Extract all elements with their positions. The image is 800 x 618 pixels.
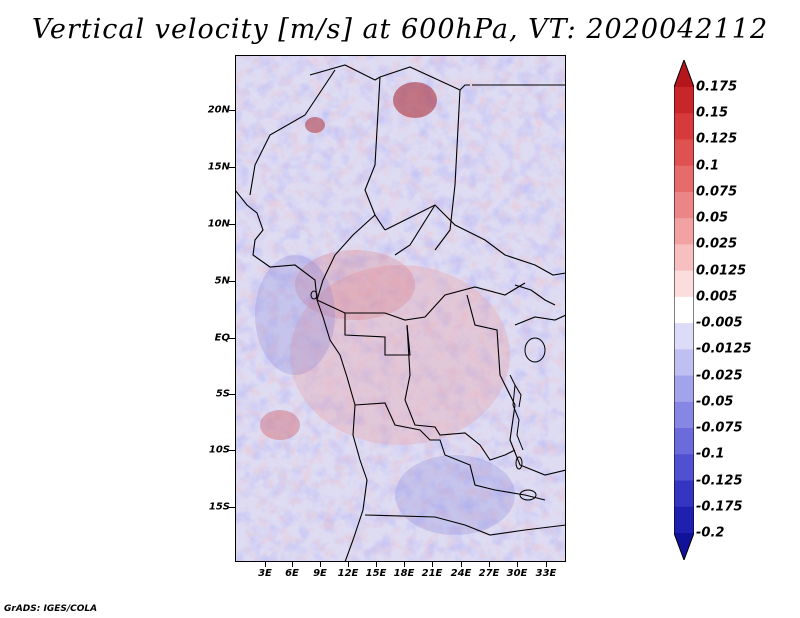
colorbar-swatch (674, 401, 694, 429)
ascent-texture (235, 55, 566, 562)
colorbar-label: 0.0125 (696, 263, 747, 279)
colorbar-swatch (674, 113, 694, 140)
colorbar-label: 0.075 (696, 184, 738, 200)
lon-label-3e: 3E (258, 568, 272, 579)
colorbar-swatch (674, 87, 694, 114)
lon-label-15e: 15E (365, 568, 387, 579)
lon-tick (489, 562, 490, 567)
lon-tick (265, 562, 266, 567)
map-field (235, 55, 566, 562)
lon-label-6e: 6E (285, 568, 299, 579)
colorbar-swatch (674, 60, 694, 87)
coastlines-borders (235, 64, 566, 562)
lat-label-10n: 10N (207, 218, 230, 230)
colorbar-label: 0.005 (696, 289, 738, 305)
colorbar (674, 60, 694, 560)
colorbar-label: 0.05 (696, 210, 729, 226)
lon-label-27e: 27E (478, 568, 500, 579)
lon-tick (546, 562, 547, 567)
colorbar-label: 0.1 (696, 158, 720, 174)
colorbar-swatch (674, 533, 694, 560)
lat-tick (229, 507, 235, 508)
lat-tick (229, 167, 235, 168)
colorbar-swatch (674, 506, 694, 534)
colorbar-label: 0.15 (696, 105, 729, 121)
colorbar-label: 0.175 (696, 79, 738, 95)
lon-label-21e: 21E (421, 568, 443, 579)
colorbar-swatch (674, 244, 694, 272)
lat-label-20n: 20N (207, 104, 230, 116)
lat-label-15n: 15N (207, 161, 230, 173)
colorbar-swatch (674, 165, 694, 193)
lon-tick (376, 562, 377, 567)
colorbar-swatch (674, 218, 694, 245)
colorbar-swatch (674, 349, 694, 377)
southern-subsidence (395, 455, 515, 535)
lon-label-12e: 12E (337, 568, 359, 579)
storm-cell-north (393, 82, 437, 118)
colorbar-label: 0.025 (696, 236, 738, 252)
lon-tick (517, 562, 518, 567)
storm-cell-northwest (305, 117, 325, 133)
colorbar-swatches (674, 60, 694, 560)
lon-tick (292, 562, 293, 567)
colorbar-label: -0.2 (696, 525, 725, 541)
lon-tick (461, 562, 462, 567)
lat-tick (229, 394, 235, 395)
lat-tick (229, 110, 235, 111)
colorbar-label: -0.005 (696, 315, 743, 331)
lat-label-5n: 5N (214, 275, 230, 287)
ocean-ascent-patch (260, 410, 300, 440)
colorbar-swatch (674, 454, 694, 482)
lat-tick (229, 281, 235, 282)
colorbar-label: -0.025 (696, 368, 743, 384)
lon-label-18e: 18E (393, 568, 415, 579)
colorbar-label: -0.1 (696, 446, 725, 462)
colorbar-label: -0.125 (696, 473, 743, 489)
colorbar-label: 0.125 (696, 131, 738, 147)
lon-tick (432, 562, 433, 567)
lat-label-15s: 15S (208, 501, 230, 513)
lat-tick (229, 224, 235, 225)
lon-tick (348, 562, 349, 567)
lat-tick (229, 338, 235, 339)
lon-tick (320, 562, 321, 567)
lakes (310, 290, 546, 501)
convective-region-cameroon (295, 250, 415, 320)
lon-label-9e: 9E (313, 568, 327, 579)
chart-title: Vertical velocity [m/s] at 600hPa, VT: 2… (31, 14, 769, 45)
lat-tick (229, 450, 235, 451)
colorbar-label: -0.05 (696, 394, 734, 410)
lat-label-5s: 5S (215, 388, 230, 400)
colorbar-swatch (674, 375, 694, 403)
lon-label-24e: 24E (450, 568, 472, 579)
colorbar-swatch (674, 296, 694, 324)
gulf-subsidence (255, 255, 335, 375)
colorbar-label: -0.0125 (696, 341, 752, 357)
lon-label-33e: 33E (535, 568, 557, 579)
colorbar-label: -0.075 (696, 420, 743, 436)
lon-label-30e: 30E (506, 568, 528, 579)
colorbar-swatch (674, 323, 694, 350)
lat-label-10s: 10S (208, 444, 230, 456)
vertical-velocity-map (235, 55, 566, 562)
colorbar-label: -0.175 (696, 499, 743, 515)
lat-label-eq: EQ (214, 332, 230, 344)
colorbar-swatch (674, 191, 694, 219)
colorbar-swatch (674, 480, 694, 508)
lon-tick (404, 562, 405, 567)
colorbar-swatch (674, 428, 694, 455)
grads-credit: GrADS: IGES/COLA (4, 604, 98, 614)
colorbar-swatch (674, 139, 694, 167)
colorbar-swatch (674, 270, 694, 298)
